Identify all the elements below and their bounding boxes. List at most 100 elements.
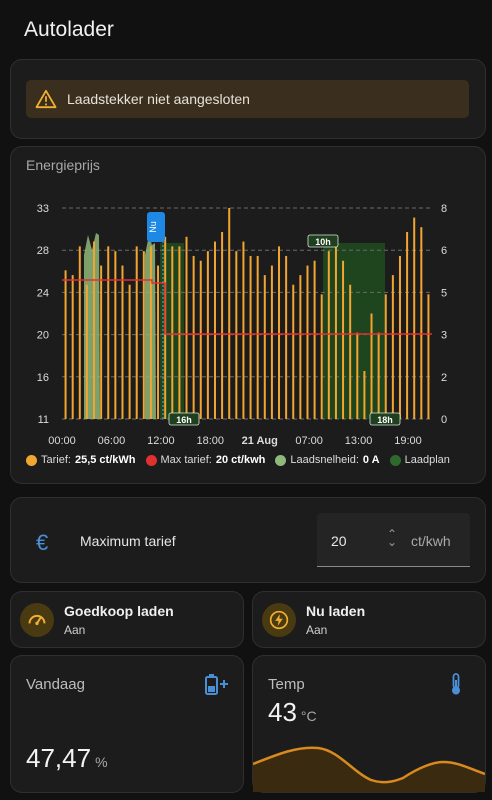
tarief-bar [285,255,288,419]
y-left-tick-label: 28 [37,245,49,257]
legend-item-max-tarief[interactable]: Max tarief: 20 ct/kwh [145,454,266,466]
window-label-18h-box [369,412,401,426]
tarief-bar [242,241,245,419]
sensor-number-vandaag: 47,47 [26,743,92,773]
tarief-bar [206,251,209,419]
tarief-bar [100,265,103,419]
sensor-unit-temp: °C [300,708,317,724]
max-tarief-label: Maximum tarief [80,533,176,549]
alert-text: Laadstekker niet aangesloten [67,91,250,107]
y-right-tick-label: 5 [441,287,447,299]
y-right-tick-label: 0 [441,414,447,426]
tile-goedkoop-laden[interactable] [10,591,244,648]
y-right-tick-label: 2 [441,372,447,384]
tarief-bar [71,275,74,419]
y-left-tick-label: 24 [37,287,49,299]
tarief-bar [142,251,145,419]
tarief-bar [299,275,302,419]
tarief-bar [384,294,387,419]
y-left-tick-label: 20 [37,330,49,342]
legend-item-laadplan[interactable]: Laadplan [389,454,450,466]
euro-icon: € [36,530,49,555]
y-right-tick-label: 8 [441,203,447,215]
y-left-tick-label: 16 [37,372,49,384]
max-tarief-value: 20 [331,533,347,549]
tarief-bar [391,275,394,419]
tarief-bar [107,246,110,419]
now-marker-label: Nu [148,221,158,233]
tarief-bar [334,246,337,419]
tarief-bar [270,265,273,419]
legend-label-max-tarief: Max tarief: [160,454,212,466]
x-tick-label: 12:00 [147,435,175,447]
x-tick-label: 18:00 [197,435,225,447]
max-tarief-input[interactable]: 20 ⌃ ⌄ ct/kwh [317,513,470,567]
x-tick-label: 21 Aug [242,435,278,447]
flash-icon[interactable] [262,603,296,637]
chart-legend: Tarief: 25,5 ct/kWh Max tarief: 20 ct/kw… [26,454,450,466]
tarief-bar [342,260,345,419]
tile-state-nu-laden: Aan [306,623,328,637]
tarief-bar [356,332,359,419]
window-label-18h: 18h [377,415,393,425]
y-right-tick-label: 3 [441,330,447,342]
energy-price-chart[interactable]: 11 0 16 2 20 3 24 5 28 6 33 8 Nu 16h 10h 18h 00:00 06:00 1… [0,195,492,465]
sensor-unit-vandaag: % [95,754,108,770]
laadplan-window-2 [323,243,385,419]
legend-label-laadsnelheid: Laadsnelheid: [290,454,359,466]
temp-sparkline [253,746,485,792]
tarief-bar [320,294,323,419]
legend-dot-laadsnelheid [275,454,287,466]
sensor-value-vandaag: 47,47% [26,743,108,774]
sensor-value-temp: 43 °C [268,697,317,728]
tarief-bar [327,251,330,419]
window-label-16h: 16h [176,415,192,425]
sensor-number-temp: 43 [268,697,297,727]
tarief-bar [171,246,174,419]
tarief-bar [363,371,366,419]
tarief-bar [292,284,295,419]
tarief-bar [427,294,430,419]
max-tarief-unit: ct/kwh [411,533,451,549]
x-tick-label: 13:00 [345,435,373,447]
tarief-bar [235,251,238,419]
tile-name-goedkoop-laden: Goedkoop laden [64,603,174,619]
tarief-bar [398,255,401,419]
tarief-bar [370,313,373,419]
tarief-bar [121,265,124,419]
tarief-bar [249,255,252,419]
tile-name-nu-laden: Nu laden [306,603,366,619]
legend-label-tarief: Tarief: [41,454,71,466]
sensor-card-vandaag[interactable] [10,655,244,793]
tarief-bar [149,246,152,419]
tarief-bar [278,246,281,419]
sensor-name-temp: Temp [268,676,305,693]
tarief-bar [213,241,216,419]
alert-banner: Laadstekker niet aangesloten [26,80,469,118]
tarief-bar [128,284,131,419]
legend-value-tarief: 25,5 ct/kWh [74,454,136,466]
legend-dot-tarief [26,454,37,466]
page-title: Autolader [24,18,114,41]
legend-item-laadsnelheid[interactable]: Laadsnelheid: 0 A [275,454,380,466]
tarief-bar [157,265,160,419]
window-label-10h: 10h [315,237,331,247]
tarief-bar [221,231,224,419]
tarief-bar [178,246,181,419]
max-tarief-line [62,279,432,335]
tarief-bar [263,275,266,419]
y-left-tick-label: 11 [38,414,49,426]
tarief-bar [349,284,352,419]
tarief-bar [256,255,259,419]
tarief-bar [313,260,316,419]
tarief-bar [64,270,67,419]
tarief-bar [199,260,202,419]
tarief-bar [192,255,195,419]
warning-icon [35,89,57,109]
tarief-bar [114,251,117,419]
thermometer-icon [452,673,460,695]
stepper-icon[interactable]: ⌃ ⌄ [387,527,398,549]
speedometer-icon[interactable] [20,603,54,637]
legend-value-max-tarief: 20 ct/kwh [215,454,266,466]
legend-item-tarief[interactable]: Tarief: 25,5 ct/kWh [26,454,136,466]
